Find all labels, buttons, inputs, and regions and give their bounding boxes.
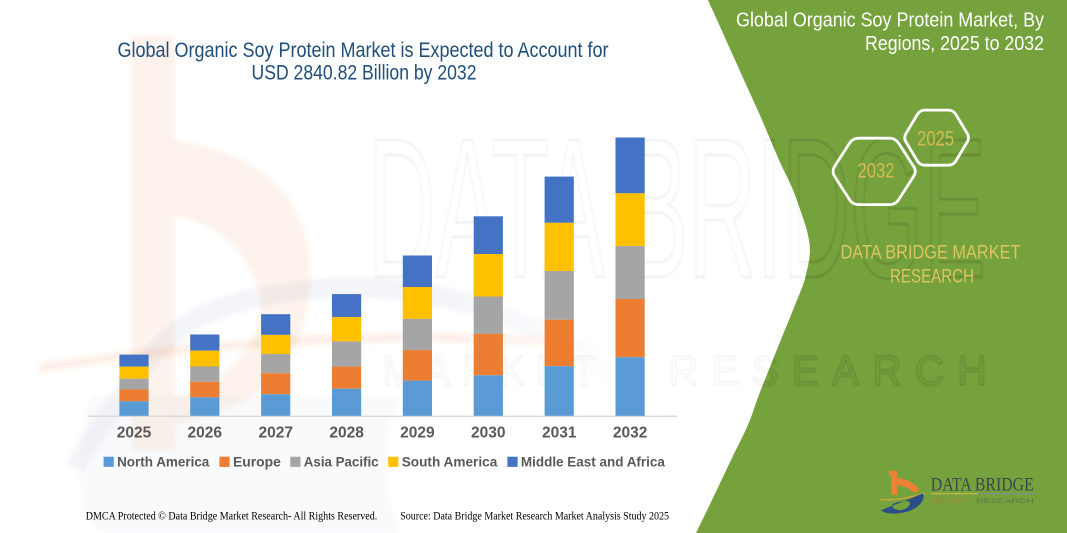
svg-text:RESEARCH: RESEARCH [976,498,1034,505]
svg-text:2028: 2028 [329,425,364,442]
svg-text:Global Organic Soy Protein Mar: Global Organic Soy Protein Market, By [736,10,1044,32]
svg-text:RESEARCH: RESEARCH [669,347,1000,394]
svg-text:North America: North America [117,454,209,470]
svg-text:Middle East and Africa: Middle East and Africa [521,454,665,470]
svg-text:Source: Data Bridge Market Res: Source: Data Bridge Market Research Mark… [400,511,669,523]
svg-text:Regions, 2025 to 2032: Regions, 2025 to 2032 [865,33,1044,55]
svg-text:DATA BRIDGE: DATA BRIDGE [931,474,1034,495]
svg-text:2026: 2026 [188,425,223,442]
svg-text:USD 2840.82 Billion by 2032: USD 2840.82 Billion by 2032 [252,62,477,85]
svg-text:South America: South America [402,454,498,470]
svg-text:DATA BRIDGE MARKET: DATA BRIDGE MARKET [841,243,1021,264]
svg-text:Europe: Europe [233,454,281,470]
svg-text:2029: 2029 [400,425,435,442]
svg-text:2031: 2031 [542,425,577,442]
svg-text:2025: 2025 [117,425,152,442]
svg-text:Asia Pacific: Asia Pacific [304,454,379,470]
svg-text:2032: 2032 [858,160,895,183]
svg-text:DATA BRIDGE: DATA BRIDGE [368,98,986,320]
svg-text:RESEARCH: RESEARCH [890,267,974,288]
svg-text:2027: 2027 [258,425,292,442]
svg-text:MARKET: MARKET [931,498,969,505]
svg-text:DMCA Protected © Data Bridge M: DMCA Protected © Data Bridge Market Rese… [86,511,378,523]
svg-text:2032: 2032 [613,425,647,442]
svg-text:2025: 2025 [917,127,954,150]
svg-text:Global Organic Soy Protein Mar: Global Organic Soy Protein Market is Exp… [118,39,609,62]
svg-text:2030: 2030 [471,425,505,442]
